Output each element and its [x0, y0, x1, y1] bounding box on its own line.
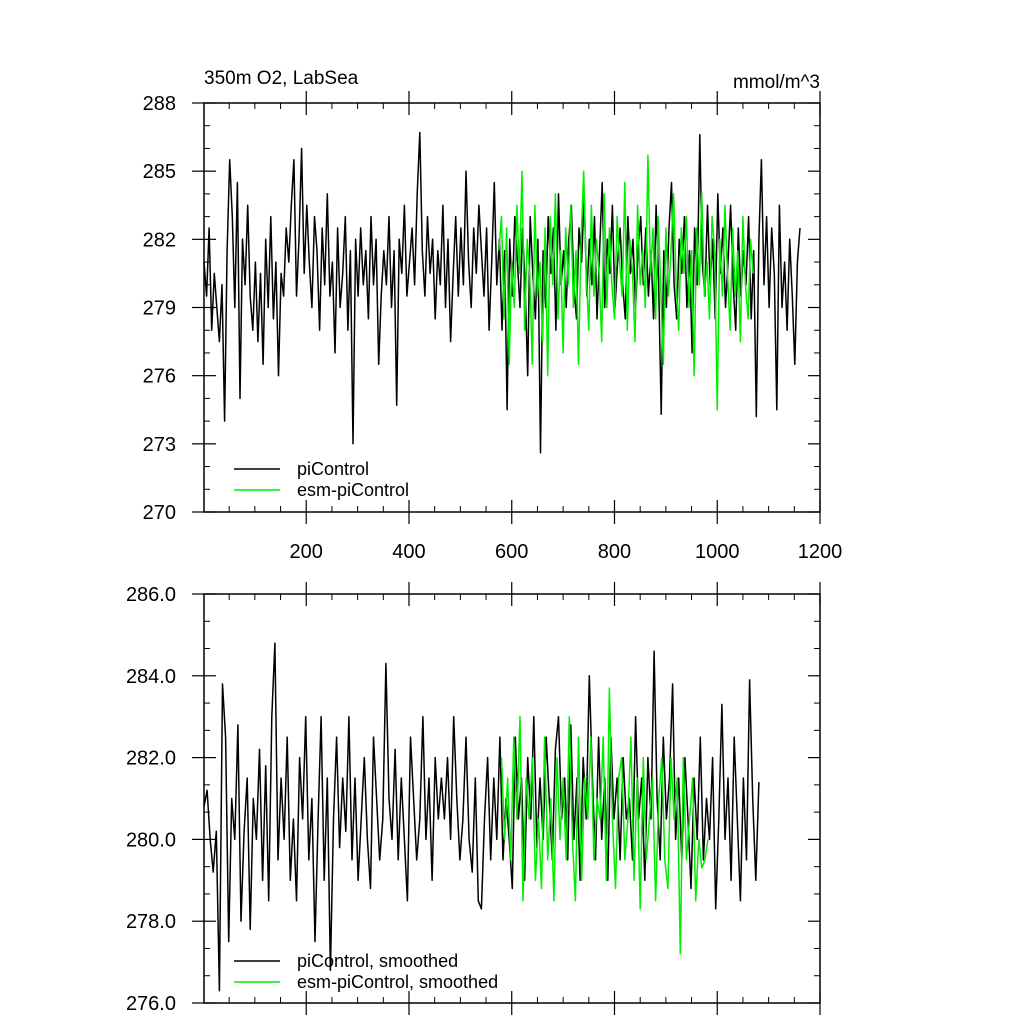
bottom-axes: 276.0 278.0 280.0 282.0 284.0 286.0: [126, 582, 821, 1015]
top-series-line-esm-picontrol: [498, 154, 754, 411]
top-y-tick-label: 273: [143, 434, 176, 456]
top-y-tick-label: 276: [143, 366, 176, 388]
top-x-tick-label: 600: [495, 541, 528, 563]
bottom-y-tick-label: 280.0: [126, 829, 176, 851]
top-y-tick-label: 279: [143, 298, 176, 320]
top-y-tick-label: 270: [143, 502, 176, 524]
bottom-series-line-picontrol-smoothed: [203, 642, 760, 992]
top-y-tick-label: 282: [143, 229, 176, 251]
top-series-line-picontrol: [203, 131, 801, 454]
top-x-tick-label: 1000: [695, 541, 740, 563]
top-axes: 270 273 276 279 282 285 288 200 400 600 800 1000 120…: [143, 91, 843, 563]
top-series-group: [203, 131, 801, 454]
top-x-tick-label: 800: [598, 541, 631, 563]
top-legend-label-picontrol: piControl: [297, 459, 369, 479]
top-y-tick-label: 285: [143, 161, 176, 183]
top-panel: 350m O2, LabSea mmol/m^3 270 273 276 279 282…: [143, 68, 843, 563]
top-legend-label-esm-picontrol: esm-piControl: [297, 480, 409, 500]
top-x-tick-label: 200: [290, 541, 323, 563]
bottom-legend-label-esm-picontrol-smoothed: esm-piControl, smoothed: [297, 972, 498, 992]
top-x-tick-label: 400: [392, 541, 425, 563]
bottom-y-tick-label: 278.0: [126, 911, 176, 933]
bottom-y-tick-label: 276.0: [126, 993, 176, 1015]
bottom-y-tick-label: 286.0: [126, 584, 176, 606]
top-x-tick-label: 1200: [798, 541, 843, 563]
top-chart-title: 350m O2, LabSea: [204, 68, 359, 89]
bottom-legend: piControl, smoothed esm-piControl, smoot…: [234, 951, 498, 992]
top-legend: piControl esm-piControl: [234, 459, 409, 500]
bottom-legend-label-picontrol-smoothed: piControl, smoothed: [297, 951, 458, 971]
bottom-y-tick-label: 282.0: [126, 748, 176, 770]
bottom-y-tick-label: 284.0: [126, 666, 176, 688]
bottom-series-line-esm-picontrol-smoothed: [500, 687, 709, 955]
bottom-panel: 276.0 278.0 280.0 282.0 284.0 286.0 piControl…: [126, 582, 821, 1015]
top-chart-units: mmol/m^3: [733, 72, 820, 93]
top-y-tick-label: 288: [143, 93, 176, 115]
bottom-series-group: [203, 642, 760, 992]
top-plot-frame: [203, 102, 821, 513]
